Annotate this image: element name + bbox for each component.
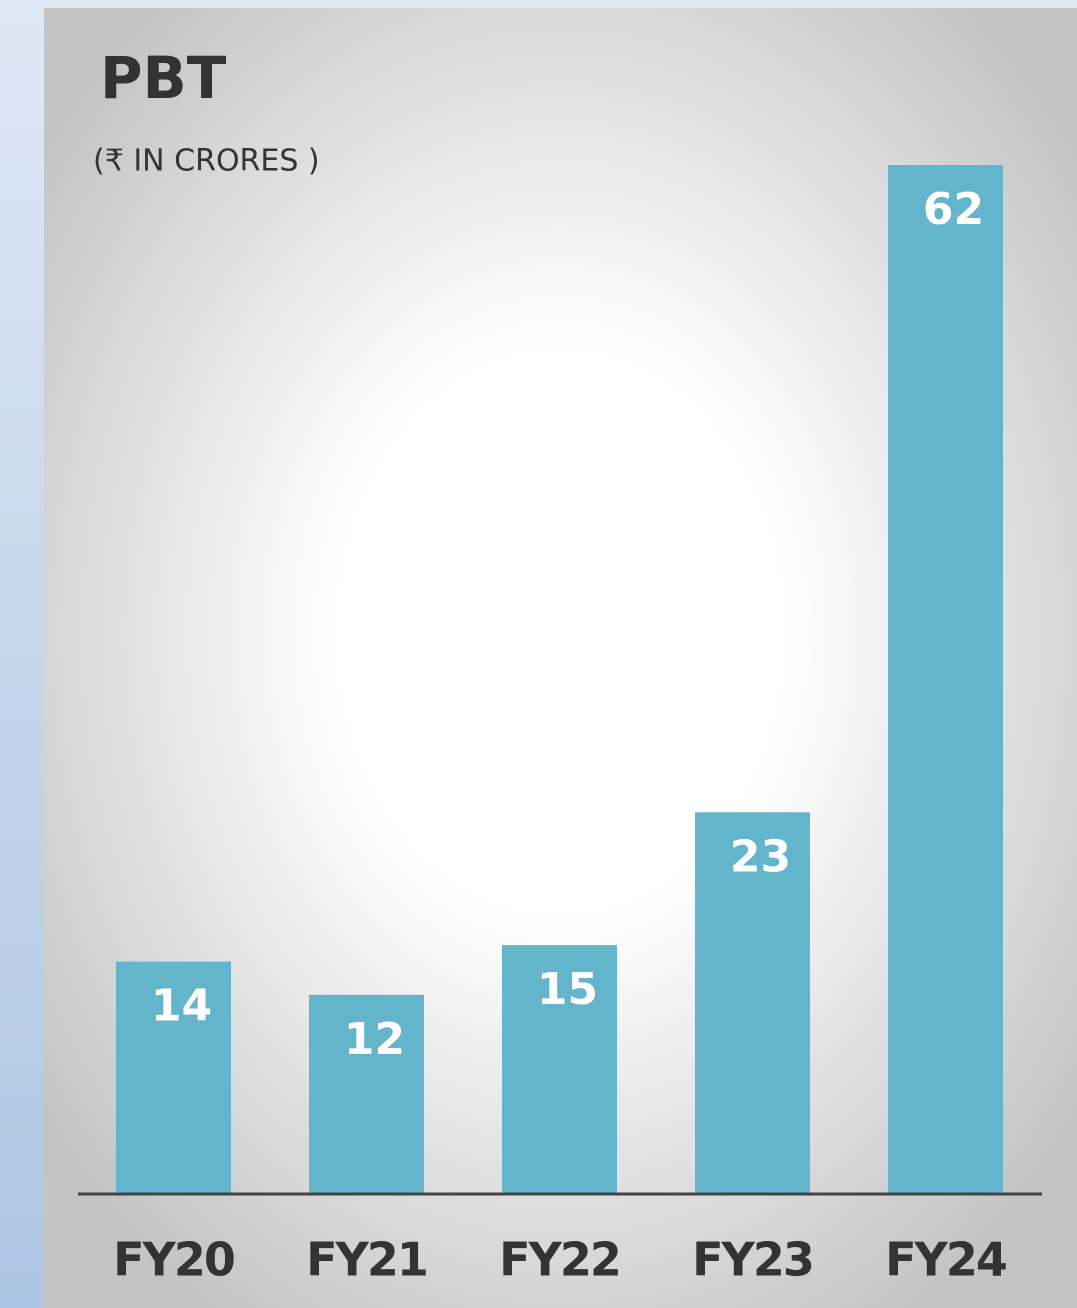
x-tick-label: FY22 xyxy=(499,1233,620,1287)
value-label: 62 xyxy=(923,184,984,235)
bar xyxy=(695,812,810,1194)
x-tick-label: FY23 xyxy=(692,1233,813,1287)
x-tick-label: FY20 xyxy=(113,1233,234,1287)
x-tick-label: FY21 xyxy=(306,1233,427,1287)
x-tick-label: FY24 xyxy=(885,1233,1006,1287)
bar xyxy=(309,994,424,1194)
value-label: 23 xyxy=(730,831,791,882)
value-label: 15 xyxy=(537,964,598,1015)
chart-subtitle: (₹ IN CRORES ) xyxy=(93,144,320,179)
value-label: 12 xyxy=(344,1014,405,1065)
value-label: 14 xyxy=(151,981,212,1032)
chart-title: PBT xyxy=(100,44,227,112)
bar xyxy=(888,165,1003,1194)
bar xyxy=(116,961,231,1194)
bar xyxy=(502,945,617,1194)
